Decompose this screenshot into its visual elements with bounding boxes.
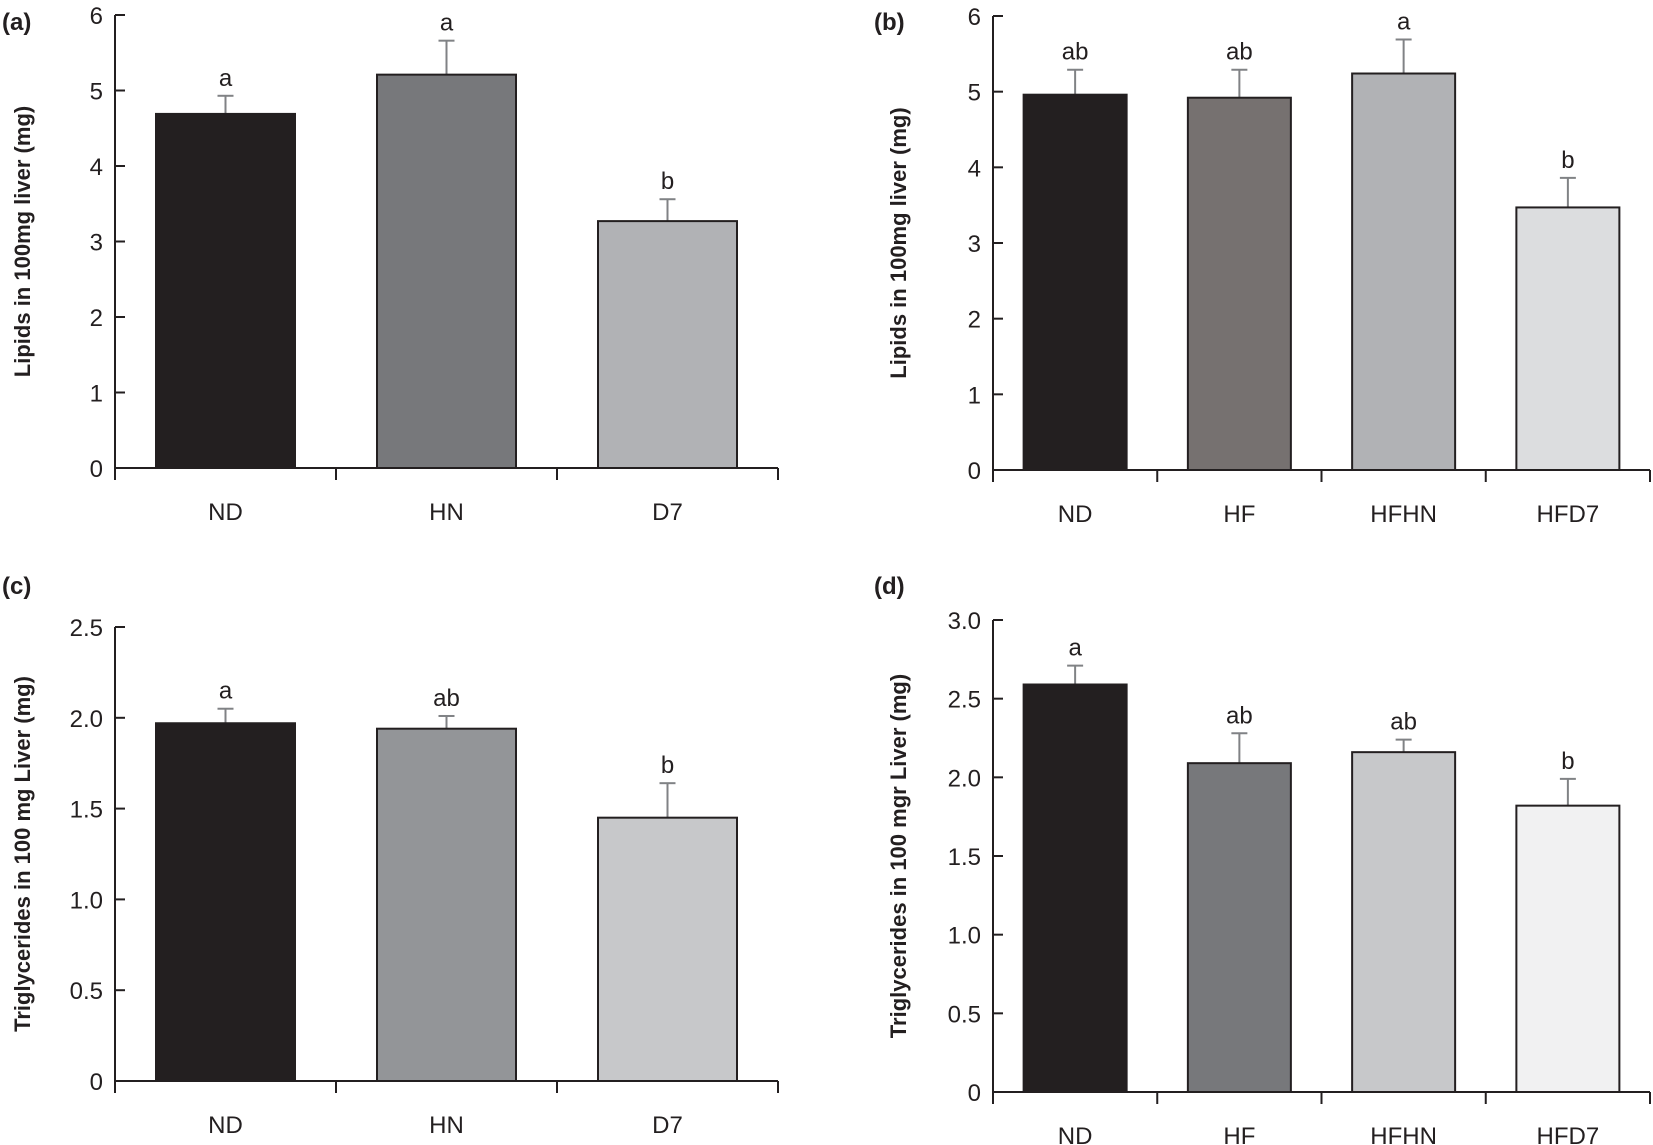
- x-category-label: HN: [429, 1112, 464, 1139]
- y-tick-label: 0: [968, 1080, 981, 1107]
- y-tick-label: 3: [968, 231, 981, 258]
- y-tick-label: 5: [90, 79, 103, 106]
- y-tick-label: 1: [968, 382, 981, 409]
- y-tick-label: 2.0: [70, 706, 103, 733]
- x-category-label: HN: [429, 499, 464, 526]
- x-category-label: ND: [208, 499, 243, 526]
- panel-label: (a): [2, 9, 31, 36]
- y-tick-label: 4: [968, 155, 981, 182]
- bar-d7: [597, 816, 738, 1082]
- y-axis-label: Lipids in 100mg liver (mg): [10, 106, 35, 377]
- panel-label: (c): [2, 573, 31, 600]
- y-tick-label: 3: [90, 230, 103, 257]
- y-tick-label: 0.5: [948, 1001, 981, 1028]
- y-tick-label: 4: [90, 154, 103, 181]
- x-category-label: HFHN: [1370, 1123, 1437, 1145]
- bar-hfhn: [1351, 751, 1457, 1093]
- significance-label: ab: [433, 685, 460, 712]
- y-tick-label: 2: [90, 305, 103, 332]
- bar-nd: [155, 722, 296, 1082]
- y-tick-label: 0.5: [70, 978, 103, 1005]
- bar-hfhn: [1351, 72, 1457, 472]
- bar-hn: [376, 73, 517, 470]
- panel-label: (d): [874, 573, 905, 600]
- y-tick-label: 0: [90, 456, 103, 483]
- x-category-label: ND: [208, 1112, 243, 1139]
- y-tick-label: 1.5: [70, 797, 103, 824]
- significance-label: b: [661, 752, 674, 779]
- y-axis-label: Lipids in 100mg liver (mg): [886, 107, 911, 378]
- significance-label: ab: [1226, 702, 1253, 729]
- y-tick-label: 2.5: [948, 687, 981, 714]
- y-axis-label: Triglycerides in 100 mg Liver (mg): [10, 676, 35, 1032]
- significance-label: b: [1561, 748, 1574, 775]
- bar-nd: [1022, 683, 1128, 1093]
- y-tick-label: 5: [968, 80, 981, 107]
- x-category-label: D7: [652, 499, 683, 526]
- x-category-label: HF: [1223, 1123, 1255, 1145]
- significance-label: a: [219, 678, 233, 705]
- x-category-label: HF: [1223, 501, 1255, 528]
- y-tick-label: 2: [968, 307, 981, 334]
- x-category-label: HFD7: [1537, 1123, 1600, 1145]
- x-category-label: ND: [1058, 501, 1093, 528]
- y-tick-label: 0: [968, 458, 981, 485]
- bar-hn: [376, 727, 517, 1082]
- y-tick-label: 2.5: [70, 615, 103, 642]
- significance-label: a: [440, 10, 454, 37]
- x-category-label: D7: [652, 1112, 683, 1139]
- significance-label: ab: [1226, 39, 1253, 66]
- significance-label: ab: [1062, 39, 1089, 66]
- x-category-label: HFD7: [1537, 501, 1600, 528]
- bar-nd: [1022, 93, 1128, 472]
- y-tick-label: 1.0: [948, 923, 981, 950]
- significance-label: b: [1561, 147, 1574, 174]
- y-tick-label: 6: [90, 3, 103, 30]
- y-tick-label: 1: [90, 381, 103, 408]
- x-category-label: ND: [1058, 1123, 1093, 1145]
- panel-label: (b): [874, 9, 905, 36]
- y-axis-label: Triglycerides in 100 mgr Liver (mg): [886, 674, 911, 1038]
- bar-hfd7: [1515, 206, 1621, 471]
- y-tick-label: 2.0: [948, 765, 981, 792]
- bar-hf: [1186, 96, 1292, 471]
- y-tick-label: 6: [968, 4, 981, 31]
- bar-hf: [1186, 762, 1292, 1093]
- y-tick-label: 1.0: [70, 887, 103, 914]
- bar-hfd7: [1515, 804, 1621, 1093]
- bar-d7: [597, 220, 738, 469]
- y-tick-label: 3.0: [948, 608, 981, 635]
- y-tick-label: 0: [90, 1069, 103, 1096]
- bar-nd: [155, 112, 296, 469]
- significance-label: a: [1068, 635, 1082, 662]
- y-tick-label: 1.5: [948, 844, 981, 871]
- significance-label: a: [219, 65, 233, 92]
- significance-label: a: [1397, 8, 1411, 35]
- significance-label: ab: [1390, 709, 1417, 736]
- significance-label: b: [661, 168, 674, 195]
- x-category-label: HFHN: [1370, 501, 1437, 528]
